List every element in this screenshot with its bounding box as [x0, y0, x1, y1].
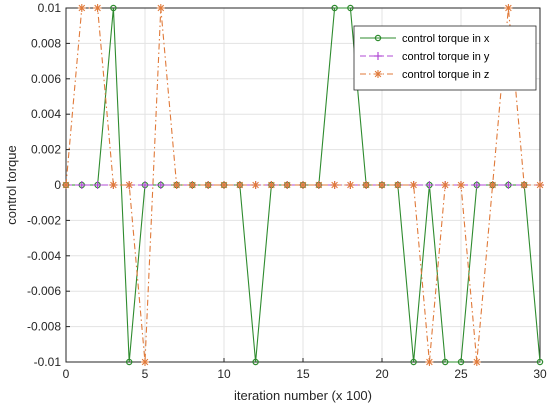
y-tick-label: -0.01 — [34, 355, 62, 369]
data-point — [188, 181, 197, 189]
legend-box — [353, 25, 537, 91]
legend-marker — [374, 52, 382, 60]
data-point — [125, 181, 134, 189]
data-point — [425, 358, 434, 366]
data-point — [441, 358, 449, 366]
x-axis-ticks: 0 5 10 15 20 25 30 — [63, 358, 547, 381]
data-point — [62, 181, 70, 189]
series-layer — [62, 4, 544, 366]
y-tick-label: 0.01 — [38, 1, 62, 15]
y-tick-label: -0.004 — [27, 249, 61, 263]
y-tick-label: -0.002 — [27, 213, 61, 227]
y-tick-label: -0.006 — [27, 284, 61, 298]
data-point — [141, 358, 149, 366]
data-point — [346, 181, 355, 189]
data-point — [393, 181, 402, 189]
data-point — [220, 181, 228, 189]
data-point — [299, 181, 307, 189]
data-point — [472, 358, 481, 366]
y-tick-label: 0.004 — [31, 107, 61, 121]
data-point — [504, 4, 513, 12]
data-point — [93, 181, 102, 189]
data-point — [410, 358, 417, 366]
data-point — [77, 4, 86, 12]
legend: control torque in x control torque in y … — [353, 25, 537, 91]
y-tick-label: 0 — [54, 178, 61, 192]
data-point — [362, 181, 371, 189]
data-point — [536, 358, 544, 366]
legend-label-z: control torque in z — [402, 69, 489, 81]
x-tick-label: 5 — [142, 367, 149, 381]
data-point — [267, 181, 276, 189]
y-axis-ticks: -0.01 -0.008 -0.006 -0.004 -0.002 0 0.002 0.004… — [27, 1, 70, 369]
data-point — [156, 181, 165, 189]
x-tick-label: 15 — [296, 367, 310, 381]
x-tick-label: 20 — [375, 367, 389, 381]
y-tick-label: -0.008 — [27, 320, 61, 334]
x-tick-label: 10 — [217, 367, 231, 381]
data-point — [156, 4, 165, 12]
legend-marker — [374, 70, 382, 78]
legend-marker-y — [374, 52, 382, 60]
x-tick-label: 30 — [533, 367, 547, 381]
data-point — [330, 181, 339, 189]
data-point — [488, 181, 497, 189]
data-point — [536, 181, 544, 189]
legend-marker-z — [374, 70, 382, 78]
legend-marker-x — [374, 34, 382, 42]
data-point — [77, 181, 86, 189]
data-point — [204, 181, 213, 189]
legend-label-x: control torque in x — [402, 33, 490, 45]
data-point — [252, 358, 259, 366]
series-control-torque-in-z — [62, 4, 544, 366]
legend-marker — [374, 34, 382, 42]
data-point — [172, 181, 181, 189]
y-tick-label: 0.008 — [31, 36, 61, 50]
y-axis-label: control torque — [4, 145, 19, 225]
data-point — [520, 181, 529, 189]
data-point — [251, 181, 260, 189]
data-point — [314, 181, 323, 189]
legend-label-y: control torque in y — [402, 51, 490, 63]
data-point — [125, 358, 133, 366]
data-point — [378, 181, 386, 189]
data-point — [283, 181, 292, 189]
y-tick-label: 0.002 — [31, 143, 61, 157]
data-point — [141, 181, 149, 189]
legend-entry-y: control torque in y — [360, 51, 490, 63]
data-point — [109, 181, 118, 189]
data-point — [457, 181, 465, 189]
data-point — [504, 181, 513, 189]
data-point — [425, 181, 434, 189]
data-point — [347, 4, 354, 12]
x-axis-label: iteration number (x 100) — [234, 388, 372, 403]
x-tick-label: 25 — [454, 367, 468, 381]
data-point — [235, 181, 244, 189]
data-point — [93, 4, 102, 12]
data-point — [457, 358, 465, 366]
data-point — [331, 4, 338, 12]
data-point — [441, 181, 450, 189]
legend-entry-x: control torque in x — [360, 33, 490, 45]
data-point — [409, 181, 418, 189]
data-point — [472, 181, 481, 189]
data-point — [110, 4, 117, 12]
legend-entry-z: control torque in z — [360, 69, 489, 81]
y-tick-label: 0.006 — [31, 72, 61, 86]
x-tick-label: 0 — [63, 367, 70, 381]
